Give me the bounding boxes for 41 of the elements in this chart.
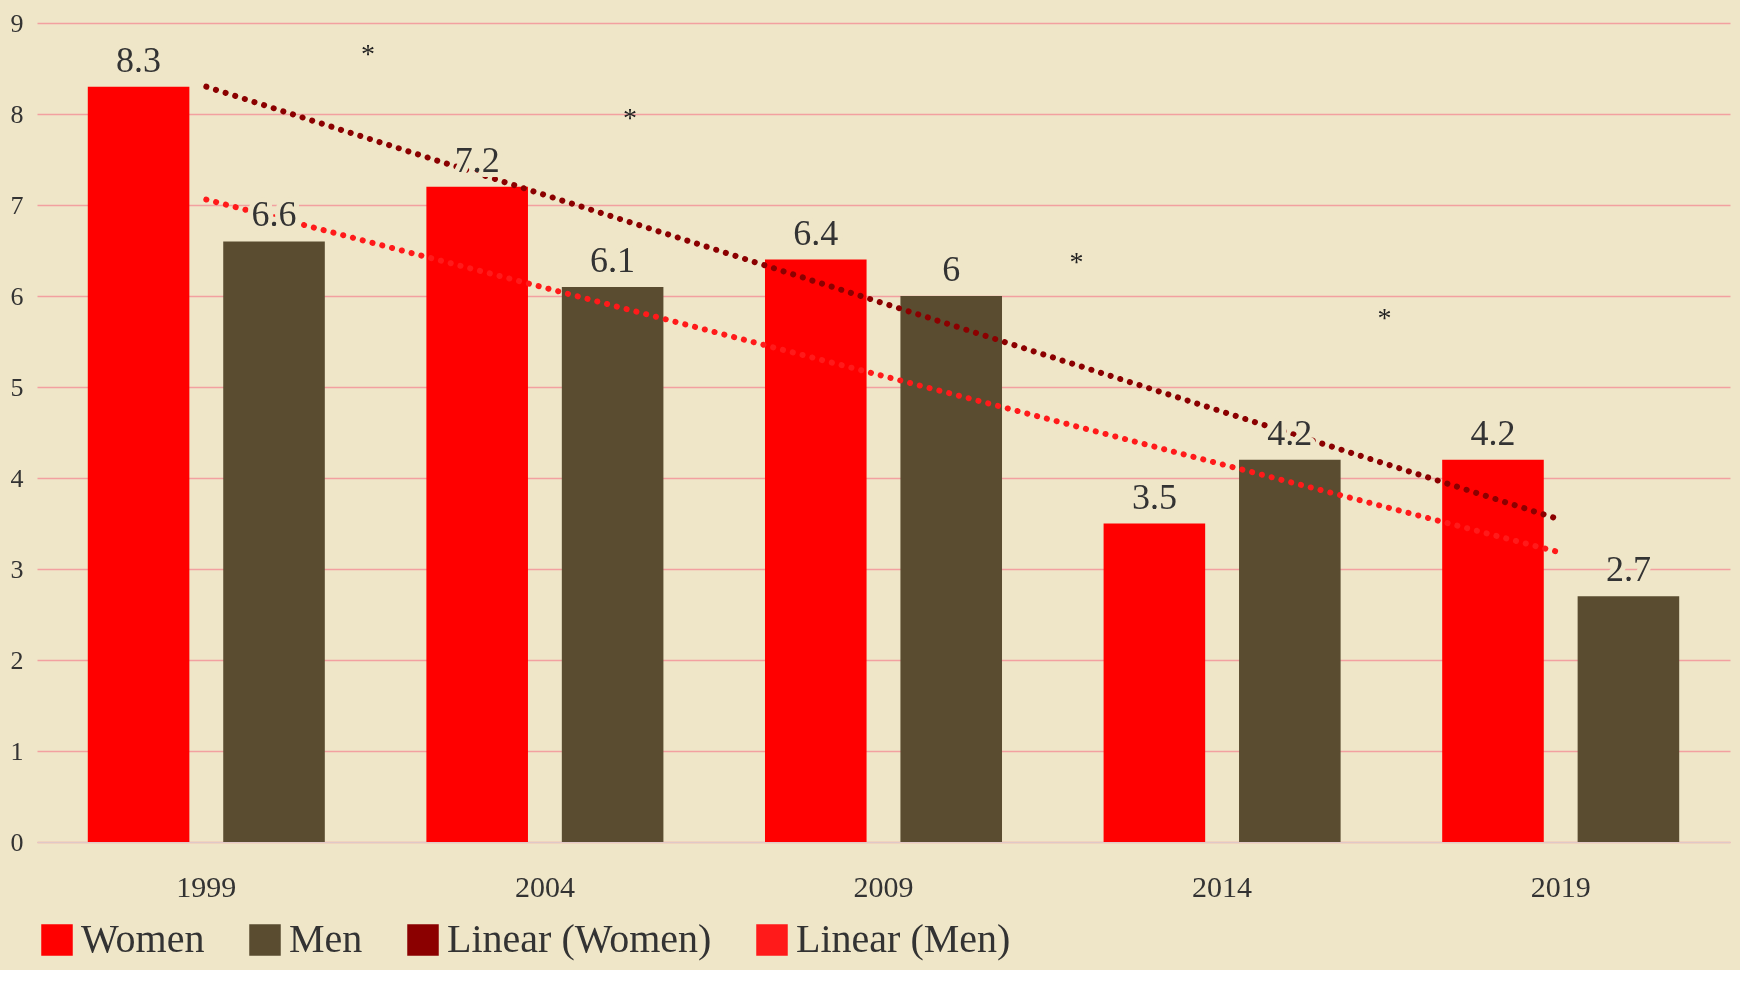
bar	[223, 241, 325, 842]
annotation: *	[622, 102, 637, 133]
annotation: *	[361, 38, 376, 69]
y-tick-label: 1	[10, 736, 24, 766]
bar	[1577, 596, 1680, 842]
y-tick-label: 5	[10, 372, 24, 402]
legend-label: Linear (Women)	[447, 916, 712, 961]
bar	[561, 286, 664, 842]
annotation: *	[1069, 246, 1084, 277]
y-tick-label: 3	[10, 554, 24, 584]
y-tick-label: 4	[10, 463, 24, 493]
x-tick-label: 2004	[514, 869, 575, 903]
legend-label: Linear (Men)	[796, 916, 1011, 961]
y-tick-label: 2	[10, 645, 24, 675]
bar	[1442, 459, 1544, 842]
bar	[87, 86, 190, 842]
data-label: 6.4	[793, 212, 839, 253]
data-label: 8.3	[116, 39, 162, 80]
bar	[1239, 459, 1341, 842]
bar	[764, 259, 867, 842]
y-tick-label: 0	[10, 827, 24, 857]
data-label: 6	[942, 249, 961, 289]
data-label: 7.2	[454, 139, 500, 180]
data-label: 6.1	[590, 239, 636, 280]
bar	[426, 186, 528, 842]
legend-label: Men	[289, 916, 363, 961]
x-tick-label: 2014	[1192, 869, 1253, 903]
x-tick-label: 2009	[853, 869, 914, 903]
y-tick-label: 6	[10, 281, 24, 311]
legend-label: Women	[81, 916, 205, 961]
bar	[1103, 523, 1206, 842]
y-tick-label: 9	[10, 8, 24, 38]
x-tick-label: 2019	[1530, 869, 1591, 903]
y-tick-label: 7	[10, 190, 24, 220]
annotation: *	[1377, 302, 1392, 333]
y-tick-label: 8	[10, 99, 24, 129]
bar	[900, 296, 1003, 842]
x-tick-label: 1999	[176, 869, 237, 903]
data-label: 3.5	[1131, 476, 1177, 517]
data-label: 4.2	[1470, 412, 1516, 453]
data-label: 2.7	[1605, 549, 1651, 590]
